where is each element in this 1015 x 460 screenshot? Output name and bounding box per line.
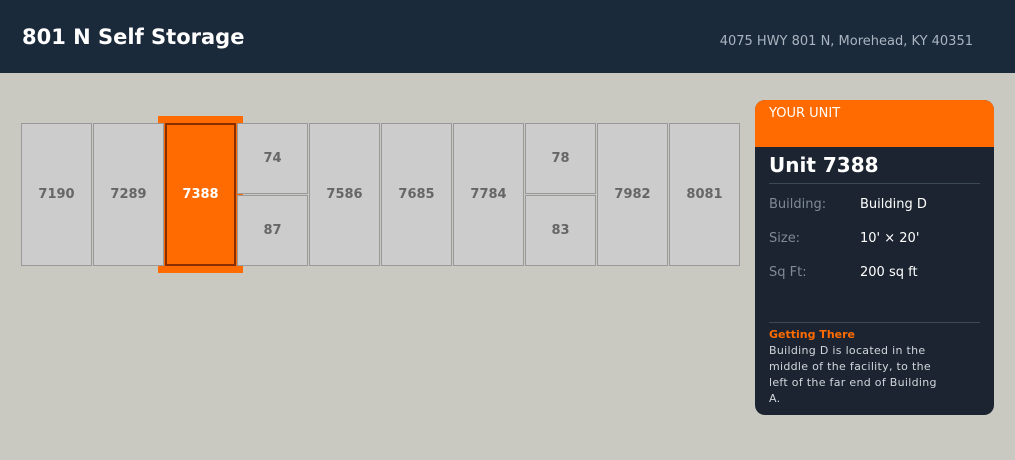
unit-7586[interactable]: 7586: [309, 123, 380, 266]
facility-title: 801 N Self Storage: [22, 25, 245, 49]
unit-7685[interactable]: 7685: [381, 123, 452, 266]
sqft-value: 200 sq ft: [860, 265, 918, 280]
size-value: 10' × 20': [860, 231, 920, 246]
unit-74[interactable]: 74: [237, 123, 308, 194]
unit-title: Unit 7388: [769, 153, 980, 184]
unit-7289[interactable]: 7289: [93, 123, 164, 266]
building-label: Building:: [769, 197, 827, 212]
unit-78[interactable]: 78: [525, 123, 596, 194]
getting-there-title: Getting There: [769, 328, 855, 341]
unit-info-panel: YOUR UNIT Unit 7388 Building: Building D…: [755, 100, 994, 415]
unit-7982[interactable]: 7982: [597, 123, 668, 266]
sqft-label: Sq Ft:: [769, 265, 807, 280]
unit-7784[interactable]: 7784: [453, 123, 524, 266]
facility-address: 4075 HWY 801 N, Morehead, KY 40351: [719, 34, 973, 49]
getting-there-text: Building D is located in the middle of t…: [769, 344, 937, 405]
unit-7190[interactable]: 7190: [21, 123, 92, 266]
building-value: Building D: [860, 197, 927, 212]
divider: [769, 322, 980, 323]
size-label: Size:: [769, 231, 801, 246]
unit-83[interactable]: 83: [525, 195, 596, 266]
panel-label: YOUR UNIT: [755, 100, 994, 147]
unit-87[interactable]: 87: [237, 195, 308, 266]
unit-7388-selected[interactable]: 7388: [165, 123, 236, 266]
unit-8081[interactable]: 8081: [669, 123, 740, 266]
header: 801 N Self Storage 4075 HWY 801 N, Moreh…: [0, 0, 1015, 73]
